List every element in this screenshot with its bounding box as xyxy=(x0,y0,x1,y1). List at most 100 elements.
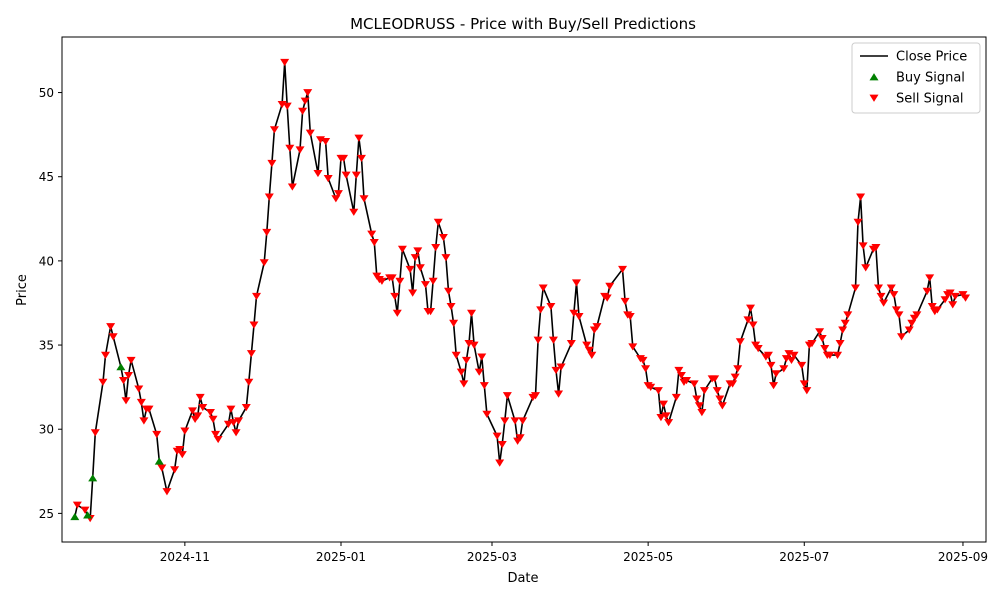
sell-signal-marker xyxy=(641,365,651,373)
sell-signal-marker xyxy=(853,218,863,226)
sell-signal-marker xyxy=(556,363,566,371)
sell-signal-marker xyxy=(676,371,686,380)
sell-signal-marker xyxy=(231,429,241,437)
legend-label: Close Price xyxy=(896,50,967,65)
sell-signal-marker xyxy=(850,284,860,292)
sell-signal-marker xyxy=(428,277,438,285)
sell-signal-marker xyxy=(510,417,520,425)
sell-signal-marker xyxy=(638,356,648,365)
sell-signal-marker xyxy=(948,301,958,309)
sell-signal-marker xyxy=(618,265,628,274)
sell-signal-marker xyxy=(574,313,584,321)
sell-signal-marker xyxy=(157,464,167,472)
x-tick-label: 2025-03 xyxy=(467,550,517,564)
sell-signal-marker xyxy=(193,412,203,420)
sell-signal-marker xyxy=(587,351,597,359)
sell-signal-marker xyxy=(551,366,561,375)
sell-signal-marker xyxy=(620,297,630,306)
sell-signal-marker xyxy=(802,387,812,395)
legend-sell-swatch xyxy=(869,94,879,102)
sell-signal-marker xyxy=(175,446,185,454)
sell-signal-marker xyxy=(456,368,466,376)
sell-signal-marker xyxy=(879,299,889,307)
sell-signal-marker xyxy=(786,356,796,365)
sell-signal-marker xyxy=(584,346,594,354)
sell-signal-marker xyxy=(482,410,492,418)
sell-signal-marker xyxy=(269,126,279,134)
sell-signal-marker xyxy=(582,341,592,349)
sell-signal-marker xyxy=(323,175,333,183)
sell-signal-marker xyxy=(228,419,238,427)
sell-signal-marker xyxy=(459,380,469,388)
sell-signal-marker xyxy=(280,58,290,67)
sell-signal-marker xyxy=(922,287,932,296)
sell-signal-marker xyxy=(925,274,935,282)
sell-signal-marker xyxy=(799,380,809,388)
sell-signal-marker xyxy=(945,289,955,297)
sell-signal-marker xyxy=(244,378,254,386)
sell-signal-marker xyxy=(531,392,541,400)
y-tick-label: 40 xyxy=(39,254,54,268)
sell-signal-marker xyxy=(889,291,899,299)
sell-signal-marker xyxy=(98,378,108,386)
sell-signal-marker xyxy=(395,277,405,285)
sell-signal-marker xyxy=(321,137,331,146)
sell-signal-marker xyxy=(492,432,502,440)
buy-signal-marker xyxy=(116,363,126,371)
buy-signal-marker xyxy=(154,457,164,465)
sell-signal-marker xyxy=(285,144,295,152)
sell-signal-marker xyxy=(628,343,638,351)
sell-signal-marker xyxy=(546,302,556,311)
sell-signal-marker xyxy=(694,402,704,410)
sell-signal-marker xyxy=(495,459,505,467)
y-tick-label: 35 xyxy=(39,339,54,353)
sell-signal-marker xyxy=(843,311,853,319)
sell-signal-marker xyxy=(349,208,359,216)
legend-label: Buy Signal xyxy=(896,71,965,86)
sell-signal-marker xyxy=(856,193,866,201)
sell-signal-marker xyxy=(656,414,666,422)
sell-signal-marker xyxy=(497,440,507,449)
sell-signal-marker xyxy=(226,405,236,413)
sell-signal-marker xyxy=(213,435,223,444)
sell-signal-marker xyxy=(413,247,423,255)
sell-signal-marker xyxy=(730,373,740,381)
sell-signal-marker xyxy=(838,326,848,334)
sell-signal-marker xyxy=(571,279,581,287)
sell-signal-marker xyxy=(392,309,402,317)
sell-signal-marker xyxy=(661,412,671,420)
sell-signal-marker xyxy=(121,397,131,405)
y-tick-label: 45 xyxy=(39,170,54,184)
x-tick-label: 2024-11 xyxy=(160,550,210,564)
axis-ticks: 2024-11 2025-01 2025-03 2025-05 2025-07 2025-… xyxy=(39,36,988,564)
buy-signal-marker xyxy=(88,474,98,482)
sell-signal-marker xyxy=(195,393,205,402)
sell-signal-marker xyxy=(223,420,233,428)
y-tick-label: 50 xyxy=(39,86,54,100)
sell-signal-marker xyxy=(820,345,830,353)
sell-signal-marker xyxy=(408,289,418,297)
y-tick-label: 25 xyxy=(39,507,54,521)
sell-signal-marker xyxy=(298,107,308,115)
sell-signal-marker xyxy=(602,294,612,302)
sell-signal-marker xyxy=(807,339,817,348)
sell-signal-marker xyxy=(367,230,377,238)
axes-frame xyxy=(61,36,987,543)
sell-signal-marker xyxy=(351,171,361,179)
sell-signal-marker xyxy=(170,466,180,474)
sell-signal-marker xyxy=(658,400,668,408)
sell-signal-marker xyxy=(262,228,272,237)
sell-signal-marker xyxy=(152,430,162,439)
sell-signal-marker xyxy=(198,403,208,412)
sell-signal-marker xyxy=(101,351,111,359)
sell-signal-marker xyxy=(912,311,922,319)
sell-signal-marker xyxy=(873,284,883,292)
sell-signal-marker xyxy=(341,171,351,179)
sell-signal-marker xyxy=(144,405,154,413)
buy-signal-marker xyxy=(83,511,93,519)
sell-signal-marker xyxy=(692,395,702,403)
sell-signal-marker xyxy=(897,333,907,341)
